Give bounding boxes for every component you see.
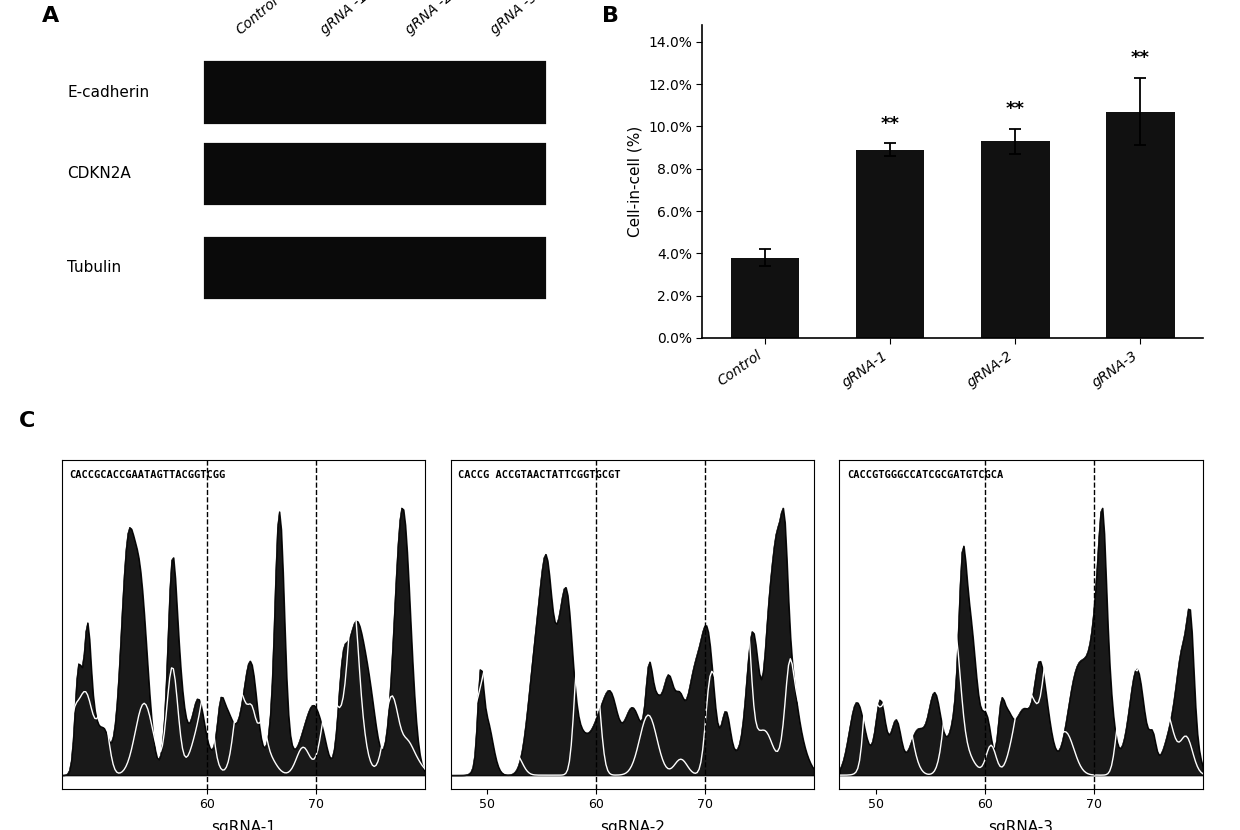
- Text: gRNA -2: gRNA -2: [403, 0, 455, 37]
- Bar: [981, 141, 1049, 338]
- Text: C: C: [19, 411, 35, 431]
- Text: gRNA -3: gRNA -3: [489, 0, 541, 37]
- Text: B: B: [603, 6, 619, 26]
- Text: **: **: [1131, 49, 1149, 67]
- Text: Tubulin: Tubulin: [67, 260, 122, 275]
- Bar: [1106, 111, 1174, 338]
- Text: CACCG ACCGTAACTATTCGGTGCGT: CACCG ACCGTAACTATTCGGTGCGT: [458, 470, 620, 480]
- X-axis label: sgRNA-2: sgRNA-2: [600, 819, 665, 830]
- Bar: [856, 149, 925, 338]
- Text: CACCGTGGGCCATCGCGATGTCGCA: CACCGTGGGCCATCGCGATGTCGCA: [847, 470, 1003, 480]
- Y-axis label: Cell-in-cell (%): Cell-in-cell (%): [627, 126, 642, 237]
- Text: **: **: [880, 115, 899, 133]
- Bar: [730, 257, 800, 338]
- Text: A: A: [42, 6, 60, 26]
- Text: **: **: [1006, 100, 1024, 118]
- Text: gRNA -1: gRNA -1: [319, 0, 371, 37]
- FancyBboxPatch shape: [202, 235, 547, 300]
- FancyBboxPatch shape: [202, 141, 547, 207]
- FancyBboxPatch shape: [202, 59, 547, 125]
- X-axis label: sgRNA-1: sgRNA-1: [211, 819, 277, 830]
- Text: CACCGCACCGAATAGTTACGGTCGG: CACCGCACCGAATAGTTACGGTCGG: [69, 470, 226, 480]
- Text: E-cadherin: E-cadherin: [67, 85, 149, 100]
- Text: Control: Control: [233, 0, 281, 37]
- Text: CDKN2A: CDKN2A: [67, 166, 130, 181]
- X-axis label: sgRNA-3: sgRNA-3: [988, 819, 1054, 830]
